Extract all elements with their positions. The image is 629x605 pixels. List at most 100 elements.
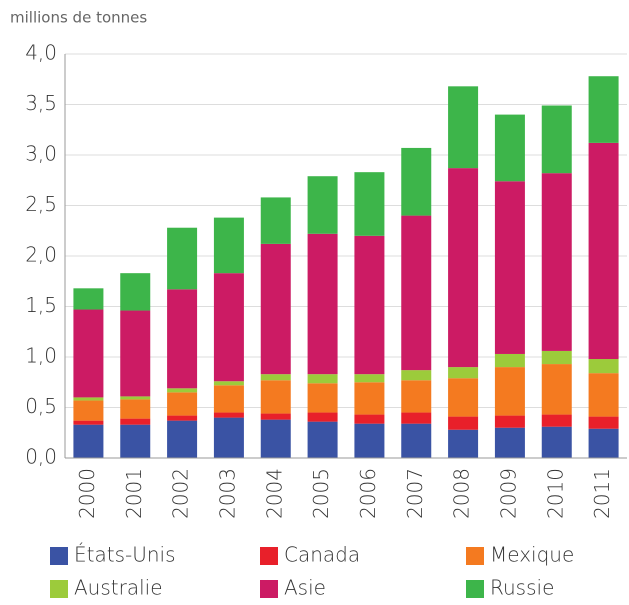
x-tick-label: 2009	[496, 468, 520, 519]
bar-segment	[73, 424, 104, 458]
bar-segment	[448, 367, 479, 379]
bar-segment	[260, 374, 291, 381]
bar-segment	[167, 392, 198, 416]
bar-segment	[494, 367, 525, 416]
x-tick-label: 2004	[262, 468, 286, 519]
bar-segment	[73, 420, 104, 425]
bar-segment	[401, 215, 432, 371]
bar-segment	[354, 235, 385, 375]
y-tick-label: 1,0	[25, 344, 57, 368]
bar-segment	[167, 388, 198, 393]
bar-segment	[213, 385, 244, 413]
bar-segment	[167, 420, 198, 458]
bar-segment	[494, 427, 525, 458]
legend-swatch	[260, 580, 278, 598]
bar-segment	[167, 415, 198, 421]
bar-segment	[260, 419, 291, 458]
x-tick-label: 2008	[450, 468, 474, 519]
bar-segment	[541, 105, 572, 174]
bar-segment	[541, 350, 572, 365]
bar-segment	[307, 176, 338, 234]
legend-swatch	[466, 580, 484, 598]
bar-segment	[588, 373, 619, 417]
x-tick-label: 2010	[543, 468, 567, 519]
y-tick-label: 1,5	[25, 293, 57, 317]
x-tick-label: 2001	[122, 468, 146, 519]
y-tick-label: 2,5	[25, 192, 57, 216]
bar-segment	[354, 423, 385, 458]
legend-label: Canada	[284, 543, 360, 567]
bar-segment	[307, 412, 338, 422]
y-tick-label: 0,5	[25, 394, 57, 418]
bar-segment	[260, 197, 291, 244]
bar-segment	[541, 364, 572, 415]
x-tick-label: 2005	[309, 468, 333, 519]
bar-segment	[120, 418, 151, 425]
bar-segment	[588, 428, 619, 458]
legend-swatch	[50, 580, 68, 598]
bar-segment	[213, 273, 244, 382]
bar-segment	[588, 142, 619, 360]
bar-segment	[307, 421, 338, 458]
bar-segment	[354, 382, 385, 415]
bar-segment	[541, 173, 572, 351]
y-tick-label: 3,5	[25, 91, 57, 115]
bar-segment	[588, 359, 619, 374]
bar-segment	[448, 168, 479, 368]
x-tick-label: 2007	[403, 468, 427, 519]
bar-segment	[73, 288, 104, 310]
bar-segment	[494, 353, 525, 368]
bar-segment	[494, 114, 525, 182]
bar-segment	[448, 429, 479, 458]
bar-segment	[494, 415, 525, 428]
bar-segment	[401, 423, 432, 458]
y-axis-label: millions de tonnes	[10, 9, 147, 27]
bar-segment	[73, 397, 104, 401]
bar-segment	[213, 412, 244, 418]
bar-segment	[401, 412, 432, 424]
legend-swatch	[260, 547, 278, 565]
x-tick-label: 2002	[169, 468, 193, 519]
y-tick-label: 3,0	[25, 142, 57, 166]
bar-segment	[354, 172, 385, 236]
legend-label: États-Unis	[74, 543, 176, 567]
bar-segment	[307, 233, 338, 375]
bar-segment	[213, 417, 244, 458]
legend-label: Australie	[74, 576, 163, 600]
bar-segment	[541, 426, 572, 458]
x-tick-label: 2000	[75, 468, 99, 519]
y-tick-label: 2,0	[25, 243, 57, 267]
bar-segment	[213, 217, 244, 274]
legend-label: Asie	[284, 576, 326, 600]
bar-segment	[401, 380, 432, 413]
bar-segment	[588, 76, 619, 143]
bar-segment	[73, 309, 104, 398]
bar-segment	[494, 181, 525, 354]
bar-segment	[260, 380, 291, 414]
bar-segment	[401, 147, 432, 216]
bar-segment	[167, 289, 198, 389]
bar-segment	[307, 374, 338, 384]
bar-segment	[401, 370, 432, 381]
bar-segment	[307, 383, 338, 413]
bar-segment	[354, 374, 385, 383]
legend-swatch	[50, 547, 68, 565]
bar-segment	[120, 273, 151, 311]
bar-segment	[120, 396, 151, 400]
y-tick-label: 0,0	[25, 445, 57, 469]
y-tick-label: 4,0	[25, 41, 57, 65]
legend-label: Russie	[490, 576, 554, 600]
bar-segment	[120, 310, 151, 397]
x-tick-label: 2003	[215, 468, 239, 519]
bar-segment	[448, 416, 479, 430]
bar-segment	[541, 414, 572, 427]
bar-segment	[354, 414, 385, 424]
legend-swatch	[466, 547, 484, 565]
bar-segment	[120, 424, 151, 458]
bar-segment	[120, 399, 151, 419]
x-tick-label: 2011	[590, 468, 614, 519]
bar-segment	[448, 378, 479, 417]
bar-segment	[448, 86, 479, 169]
bar-segment	[260, 243, 291, 375]
